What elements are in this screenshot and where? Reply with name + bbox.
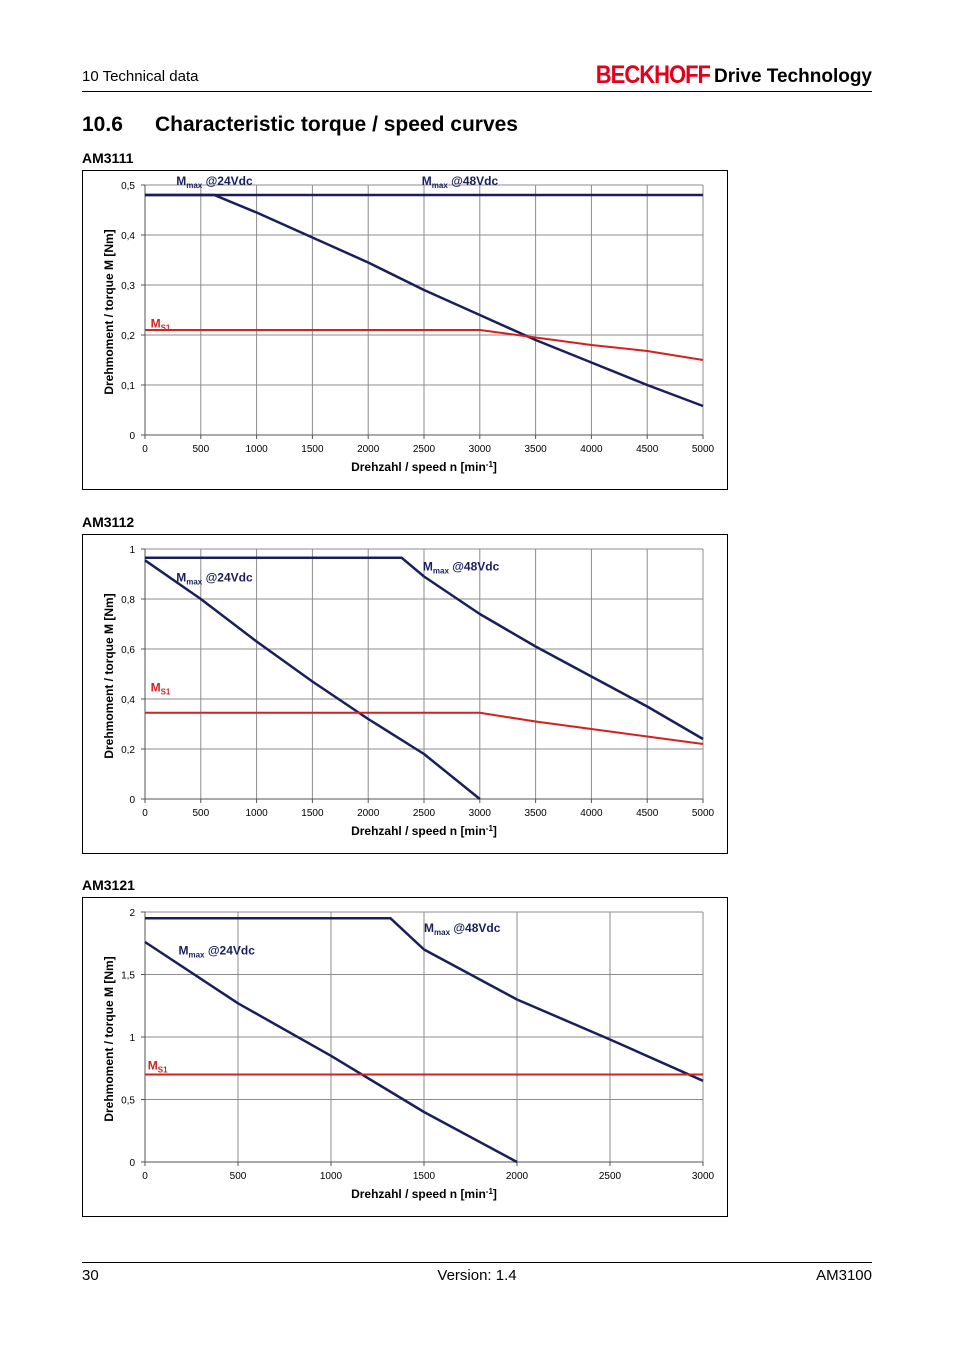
brand-subtitle: Drive Technology <box>713 66 872 87</box>
series-label: Mmax @48Vdc <box>422 174 499 190</box>
y-tick-label: 1 <box>129 1033 135 1044</box>
series-label: MS1 <box>148 1059 168 1075</box>
x-tick-label: 1500 <box>301 808 324 819</box>
chart-title-am3121: AM3121 <box>82 877 135 893</box>
chart-svg-am3111: 0 500 1000 1500 2000 2500 3000 3500 4000 4500 5000… <box>102 174 715 475</box>
y-tick-label: 0,8 <box>121 595 135 606</box>
x-tick-label: 1500 <box>413 1171 436 1182</box>
x-tick-label: 5000 <box>692 808 715 819</box>
x-tick-label: 2000 <box>357 808 380 819</box>
y-tick-label: 2 <box>129 908 135 919</box>
x-tick-label: 2000 <box>506 1171 529 1182</box>
header-brand: BECKHOFF Drive Technology <box>595 60 872 89</box>
x-tick-label: 2000 <box>357 444 380 455</box>
x-tick-label: 4500 <box>636 808 659 819</box>
x-tick-label: 500 <box>230 1171 247 1182</box>
chart-title-am3112: AM3112 <box>82 514 135 530</box>
x-tick-label: 4000 <box>580 444 603 455</box>
y-tick-label: 0,6 <box>121 645 135 656</box>
section-number: 10.6 <box>82 113 123 136</box>
x-tick-label: 1000 <box>245 444 268 455</box>
brand-logo: BECKHOFF <box>595 60 711 89</box>
x-axis-label: Drehzahl / speed n [min-1] <box>351 1187 497 1202</box>
y-tick-label: 0,2 <box>121 331 135 342</box>
x-tick-label: 3500 <box>524 444 547 455</box>
y-tick-label: 0,3 <box>121 281 135 292</box>
chart-title-am3111: AM3111 <box>82 150 134 166</box>
series-line-mmax-48vdc <box>145 917 704 1082</box>
x-tick-label: 3000 <box>469 444 492 455</box>
x-tick-label: 500 <box>192 808 209 819</box>
series-line-mmax-24vdc <box>144 940 518 1164</box>
series-line-mmax-24vdc <box>144 559 481 800</box>
series-line-ms1 <box>145 711 704 745</box>
y-axis-label: Drehmoment / torque M [Nm] <box>102 956 116 1121</box>
footer-version: Version: 1.4 <box>437 1267 517 1284</box>
x-tick-label: 3000 <box>469 808 492 819</box>
x-tick-label: 1500 <box>301 444 324 455</box>
x-tick-label: 1000 <box>320 1171 343 1182</box>
x-tick-label: 0 <box>142 1171 148 1182</box>
x-tick-label: 1000 <box>245 808 268 819</box>
chart-svg-am3121: 0 500 1000 1500 2000 2500 3000 0 0,5 1 1,5 2 Drehzah… <box>102 908 715 1202</box>
x-tick-label: 4500 <box>636 444 659 455</box>
series-label: Mmax @48Vdc <box>423 559 500 575</box>
x-axis-label: Drehzahl / speed n [min-1] <box>351 824 497 839</box>
section-title: 10.6 Characteristic torque / speed curves <box>82 113 518 137</box>
series-label: Mmax @24Vdc <box>176 174 253 190</box>
x-tick-label: 3000 <box>692 1171 715 1182</box>
x-tick-label: 2500 <box>413 444 436 455</box>
series-label: Mmax @24Vdc <box>176 571 253 587</box>
y-axis-label: Drehmoment / torque M [Nm] <box>102 229 116 394</box>
y-tick-label: 0,2 <box>121 745 135 756</box>
y-tick-label: 0,1 <box>121 381 135 392</box>
y-tick-label: 1,5 <box>121 971 135 982</box>
y-tick-label: 1 <box>129 545 135 556</box>
series-line-mmax-48vdc <box>145 556 704 741</box>
y-tick-label: 0 <box>129 795 135 806</box>
x-tick-label: 3500 <box>524 808 547 819</box>
y-tick-label: 0,5 <box>121 1096 135 1107</box>
x-axis-label: Drehzahl / speed n [min-1] <box>351 460 497 475</box>
y-tick-label: 0 <box>129 431 135 442</box>
x-tick-label: 2500 <box>413 808 436 819</box>
chart-am3121: 0 500 1000 1500 2000 2500 3000 0 0,5 1 1,5 2 Drehzah… <box>82 897 728 1217</box>
y-tick-label: 0,4 <box>121 231 135 242</box>
x-tick-label: 0 <box>142 444 148 455</box>
x-tick-label: 5000 <box>692 444 715 455</box>
series-label: MS1 <box>151 317 171 333</box>
x-tick-label: 4000 <box>580 808 603 819</box>
series-line-mmax-24vdc <box>145 193 704 408</box>
footer-page-number: 30 <box>82 1267 99 1284</box>
chart-svg-am3112: 0 500 1000 1500 2000 2500 3000 3500 4000 4500 5000… <box>102 545 715 839</box>
footer-document: AM3100 <box>816 1267 872 1284</box>
y-axis-label: Drehmoment / torque M [Nm] <box>102 593 116 758</box>
y-tick-label: 0,4 <box>121 695 135 706</box>
chart-am3111: 0 500 1000 1500 2000 2500 3000 3500 4000 4500 5000… <box>82 170 728 490</box>
x-tick-label: 500 <box>192 444 209 455</box>
footer-divider <box>82 1262 872 1263</box>
y-tick-label: 0 <box>129 1158 135 1169</box>
series-line-ms1 <box>145 329 704 361</box>
y-tick-label: 0,5 <box>121 181 135 192</box>
chart-am3112: 0 500 1000 1500 2000 2500 3000 3500 4000 4500 5000… <box>82 534 728 854</box>
header-divider <box>82 91 872 92</box>
header-section: 10 Technical data <box>82 68 199 85</box>
series-label: Mmax @48Vdc <box>424 921 501 937</box>
series-label: MS1 <box>151 681 171 697</box>
series-label: Mmax @24Vdc <box>178 944 255 960</box>
x-tick-label: 2500 <box>599 1171 622 1182</box>
section-heading: Characteristic torque / speed curves <box>155 113 518 136</box>
x-tick-label: 0 <box>142 808 148 819</box>
